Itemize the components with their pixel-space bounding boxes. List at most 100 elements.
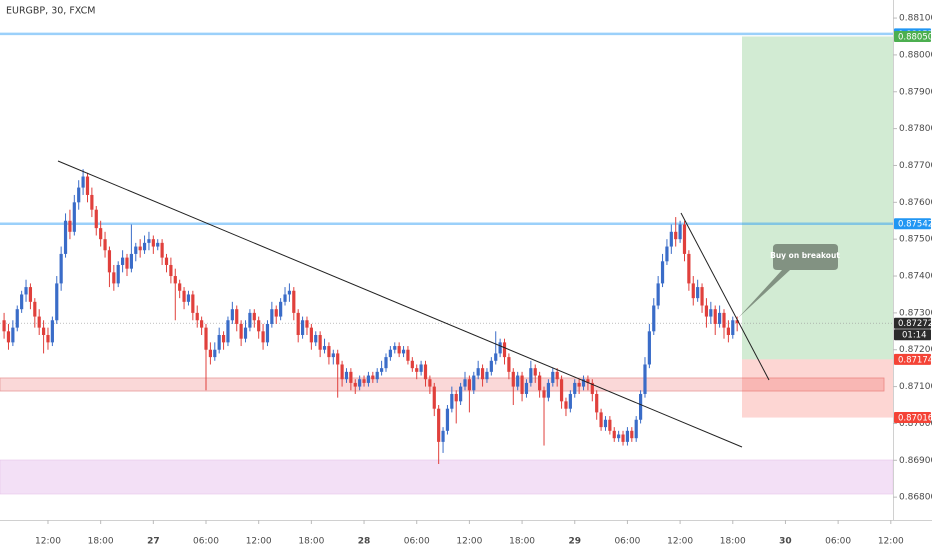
candle-body bbox=[41, 327, 46, 335]
callout bbox=[738, 244, 838, 318]
candle-body bbox=[243, 327, 248, 339]
candle-body bbox=[379, 368, 384, 372]
x-tick-label: 06:00 bbox=[193, 537, 219, 547]
x-tick-label: 28 bbox=[358, 537, 371, 547]
candle-body bbox=[178, 283, 182, 291]
stop-tag-label: 0.87016 bbox=[898, 414, 932, 424]
candle-body bbox=[331, 353, 335, 358]
candle-body bbox=[568, 393, 572, 409]
candle-body bbox=[595, 393, 599, 413]
candle-body bbox=[643, 364, 647, 394]
x-tick-label: 18:00 bbox=[88, 537, 114, 547]
candle-body bbox=[336, 353, 340, 365]
candle-body bbox=[718, 312, 722, 324]
candle-body bbox=[625, 430, 630, 442]
candle-body bbox=[125, 257, 129, 269]
candle-body bbox=[50, 320, 54, 343]
support-zone bbox=[0, 377, 885, 392]
candle-body bbox=[410, 360, 414, 369]
trendline bbox=[680, 212, 770, 381]
candle-body bbox=[393, 346, 397, 350]
candle-body bbox=[691, 283, 695, 299]
candle-body bbox=[450, 393, 454, 409]
candle-body bbox=[77, 187, 81, 203]
candle-body bbox=[208, 349, 212, 358]
candle-body bbox=[173, 276, 177, 284]
candle-body bbox=[564, 401, 568, 409]
y-tick-label: 0.86800 bbox=[899, 493, 932, 503]
candle-body bbox=[230, 309, 234, 321]
x-tick-label: 18:00 bbox=[509, 537, 535, 547]
candle-body bbox=[581, 379, 586, 387]
candle-body bbox=[296, 312, 300, 335]
candle-body bbox=[652, 305, 656, 332]
candle-body bbox=[678, 224, 682, 240]
last-price-tag-label: 0.87272 bbox=[898, 319, 932, 329]
candle-body bbox=[713, 309, 717, 324]
candle-body bbox=[674, 231, 678, 240]
candle-body bbox=[261, 331, 265, 343]
drawings: Buy on breakout bbox=[57, 160, 840, 448]
candle-body bbox=[221, 334, 226, 343]
x-tick-label: 06:00 bbox=[614, 537, 640, 547]
candle-body bbox=[709, 309, 713, 317]
candle-body bbox=[103, 239, 107, 251]
candle-body bbox=[634, 419, 638, 439]
candle-body bbox=[33, 301, 37, 317]
candle-body bbox=[375, 371, 379, 380]
loss-zone bbox=[742, 359, 893, 418]
target-tag bbox=[894, 30, 931, 42]
countdown-tag bbox=[894, 329, 931, 341]
plot-area bbox=[2, 169, 739, 464]
candle-body bbox=[551, 371, 555, 383]
candle-body bbox=[309, 327, 313, 343]
last-price-tag bbox=[894, 317, 931, 329]
candle-body bbox=[687, 253, 691, 284]
candle-body bbox=[142, 242, 147, 251]
candle-body bbox=[722, 312, 726, 328]
candle-body bbox=[669, 231, 673, 247]
candle-body bbox=[226, 320, 230, 343]
candle-body bbox=[270, 309, 274, 324]
candle-body bbox=[2, 320, 6, 332]
candle-body bbox=[353, 382, 357, 387]
level-tag bbox=[894, 218, 931, 230]
candle-body bbox=[160, 242, 164, 258]
candle-body bbox=[37, 316, 41, 328]
candle-body bbox=[599, 412, 603, 428]
candle-body bbox=[279, 301, 283, 317]
candle-body bbox=[235, 309, 239, 324]
candle-body bbox=[107, 250, 112, 273]
candle-body bbox=[617, 434, 621, 439]
candle-body bbox=[362, 379, 366, 383]
candle-body bbox=[195, 312, 199, 321]
candle-body bbox=[349, 371, 353, 383]
candle-body bbox=[423, 364, 428, 380]
candle-body bbox=[735, 320, 739, 324]
candle-body bbox=[603, 419, 608, 428]
x-tick-label: 06:00 bbox=[825, 537, 851, 547]
candle-body bbox=[134, 246, 138, 254]
candle-body bbox=[546, 382, 551, 398]
candle-body bbox=[586, 379, 590, 383]
candle-body bbox=[257, 320, 261, 332]
candle-body bbox=[81, 176, 85, 188]
candle-body bbox=[164, 257, 169, 265]
stop-tag bbox=[894, 412, 931, 424]
candle-body bbox=[20, 294, 24, 310]
candle-body bbox=[248, 312, 252, 328]
candle-body bbox=[169, 264, 173, 277]
candle-body bbox=[213, 349, 217, 358]
candle-body bbox=[99, 228, 103, 240]
candle-body bbox=[156, 242, 160, 247]
candle-body bbox=[459, 386, 463, 402]
candle-body bbox=[665, 246, 669, 262]
candle-body bbox=[318, 334, 322, 350]
x-tick-label: 29 bbox=[568, 537, 581, 547]
symbol-title: EURGBP, 30, FXCM bbox=[6, 6, 95, 17]
